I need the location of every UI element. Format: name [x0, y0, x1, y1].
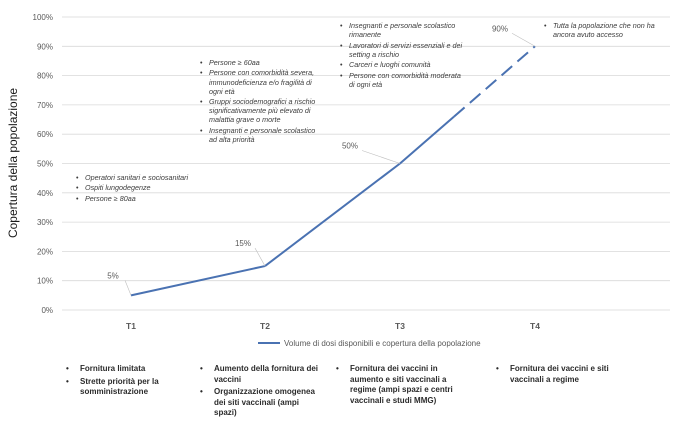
data-label-leader-t1: [124, 280, 132, 296]
annotation-item: Ospiti lungodegenze: [76, 183, 194, 192]
data-label-leader-t2: [254, 247, 266, 267]
annotation-item: Tutta la popolazione che non ha ancora a…: [544, 21, 664, 39]
annotation-item: Insegnanti e personale scolastico ad alt…: [200, 126, 320, 144]
data-label-leader-t3: [361, 150, 401, 164]
series-segment-3: [399, 115, 455, 165]
annotation-item: Lavoratori di servizi essenziali e dei s…: [340, 41, 465, 59]
y-tick-label-20: 20%: [37, 247, 53, 256]
annotation-item: Operatori sanitari e sociosanitari: [76, 173, 194, 182]
annotation-t3: Insegnanti e personale scolastico rimane…: [340, 21, 465, 90]
footer-column-2: Aumento della fornitura dei vacciniOrgan…: [200, 364, 320, 421]
y-tick-label-90: 90%: [37, 42, 53, 51]
annotation-item: Persone ≥ 60aa: [200, 58, 320, 67]
annotation-item: Persone con comorbidità moderata di ogni…: [340, 71, 465, 89]
x-tick-label-t3: T3: [395, 321, 405, 331]
footer-item: Fornitura limitata: [66, 364, 186, 375]
footer-column-1: Fornitura limitata Strette priorità per l…: [66, 364, 186, 400]
y-tick-label-80: 80%: [37, 72, 53, 81]
footer-item: Fornitura dei vaccini in aumento e siti …: [336, 364, 464, 406]
series-segment-dashed-3: [453, 45, 536, 118]
annotation-item: Carceri e luoghi comunità: [340, 60, 465, 69]
series-segment-1: [130, 265, 266, 297]
footer-column-3: Fornitura dei vaccini in aumento e siti …: [336, 364, 464, 408]
annotation-t2: Persone ≥ 60aaPersone con comorbidità se…: [200, 58, 320, 145]
annotation-t4: Tutta la popolazione che non ha ancora a…: [544, 21, 664, 41]
y-tick-label-30: 30%: [37, 218, 53, 227]
y-axis-title: Copertura della popolazione: [6, 88, 20, 238]
data-label-leader-t4: [511, 33, 536, 47]
x-tick-label-t4: T4: [530, 321, 540, 331]
y-tick-label-10: 10%: [37, 277, 53, 286]
footer-item: Fornitura dei vaccini e siti vaccinali a…: [496, 364, 616, 385]
data-label-t4: 90%: [492, 24, 508, 33]
y-tick-label-70: 70%: [37, 101, 53, 110]
data-label-t3: 50%: [342, 142, 358, 151]
footer-column-4: Fornitura dei vaccini e siti vaccinali a…: [496, 364, 616, 387]
annotation-item: Persone ≥ 80aa: [76, 194, 194, 203]
annotation-item: Persone con comorbidità severa, immunode…: [200, 68, 320, 95]
data-label-t2: 15%: [235, 239, 251, 248]
footer-item: Organizzazione omogenea dei siti vaccina…: [200, 387, 320, 419]
annotation-item: Gruppi sociodemografici a rischio signif…: [200, 97, 320, 124]
y-tick-label-0: 0%: [41, 306, 53, 315]
y-tick-label-60: 60%: [37, 130, 53, 139]
y-tick-label-100: 100%: [33, 13, 53, 22]
data-label-t1: 5%: [107, 271, 119, 280]
annotation-item: Insegnanti e personale scolastico rimane…: [340, 21, 465, 39]
series-segment-2: [264, 162, 401, 267]
y-tick-label-40: 40%: [37, 189, 53, 198]
legend-label: Volume di dosi disponibili e copertura d…: [284, 339, 481, 348]
footer-item: Aumento della fornitura dei vaccini: [200, 364, 320, 385]
annotation-t1: Operatori sanitari e sociosanitariOspiti…: [76, 173, 194, 204]
footer-item: Strette priorità per la somministrazione: [66, 377, 186, 398]
x-tick-label-t2: T2: [260, 321, 270, 331]
y-tick-label-50: 50%: [37, 160, 53, 169]
x-tick-label-t1: T1: [126, 321, 136, 331]
